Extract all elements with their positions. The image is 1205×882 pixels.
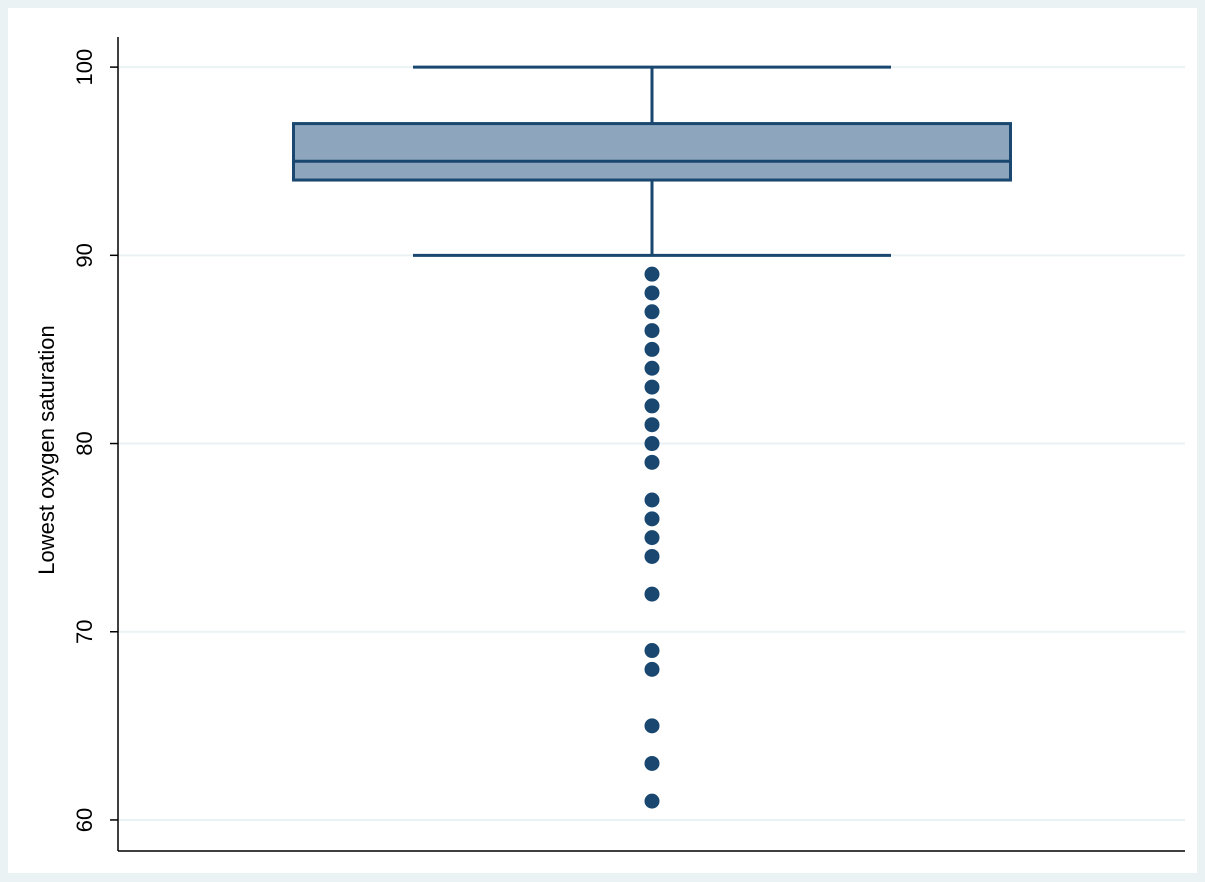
outlier — [644, 360, 660, 376]
outlier — [644, 304, 660, 320]
outlier — [644, 643, 660, 659]
y-tick-label: 80 — [72, 431, 97, 455]
outlier — [644, 436, 660, 452]
outlier — [644, 417, 660, 433]
outlier — [644, 793, 660, 809]
outlier — [644, 661, 660, 677]
outlier — [644, 548, 660, 564]
outlier — [644, 323, 660, 339]
box — [292, 122, 1012, 182]
outlier — [644, 755, 660, 771]
outlier — [644, 718, 660, 734]
outlier — [644, 379, 660, 395]
outlier — [644, 511, 660, 527]
outlier — [644, 285, 660, 301]
outlier — [644, 398, 660, 414]
outlier — [644, 341, 660, 357]
y-tick-label: 100 — [72, 49, 97, 86]
y-tick-label: 90 — [72, 243, 97, 267]
y-tick-label: 70 — [72, 619, 97, 643]
y-axis-label: Lowest oxygen saturation — [34, 325, 59, 575]
y-tick-label: 60 — [72, 808, 97, 832]
outlier — [644, 530, 660, 546]
outlier — [644, 586, 660, 602]
outlier — [644, 266, 660, 282]
outlier — [644, 454, 660, 470]
outlier — [644, 492, 660, 508]
